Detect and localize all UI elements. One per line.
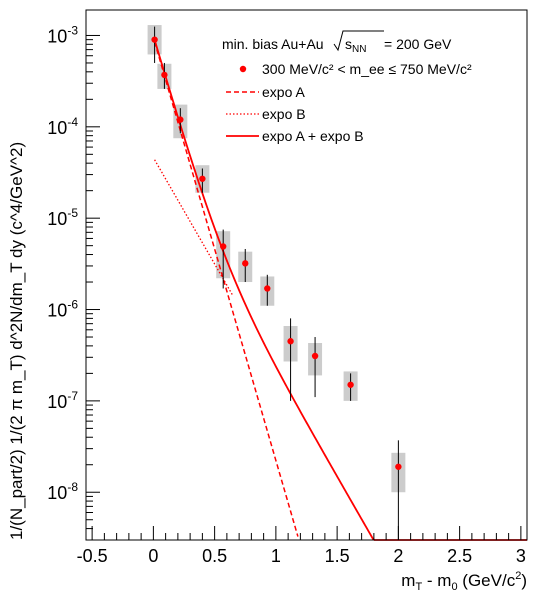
data-point — [311, 352, 319, 360]
y-axis-label: 1/(N_part/2) 1/(2 π m_T) d^2N/dm_T dy (c… — [7, 142, 26, 540]
x-axis-label: mT - m0 (GeV/c2) — [401, 570, 527, 593]
data-point — [264, 285, 271, 292]
x-tick-label: 2.5 — [447, 546, 472, 566]
data-point — [177, 116, 184, 123]
y-tick-label: 10-6 — [47, 298, 78, 321]
x-tick-label: 1.5 — [325, 546, 350, 566]
y-tick-labels: 10-3 10-4 10-5 10-6 10-7 10-8 — [47, 23, 78, 503]
legend-expo-b-label: expo B — [262, 106, 306, 122]
x-tick-label: 1 — [271, 546, 281, 566]
data-point — [220, 243, 227, 250]
y-tick-label: 10-7 — [47, 389, 78, 412]
x-tick-label: 0.5 — [202, 546, 227, 566]
y-tick-label: 10-5 — [47, 206, 78, 229]
x-tick-label: -0.5 — [77, 546, 108, 566]
x-tick-label: 0 — [148, 546, 158, 566]
legend-data-marker — [239, 65, 247, 73]
expo-a-curve — [153, 41, 299, 537]
y-tick-label: 10-8 — [47, 480, 78, 503]
data-point — [199, 175, 206, 182]
data-point — [242, 260, 249, 267]
legend-data-label: 300 MeV/c² < m_ee ≤ 750 MeV/c² — [262, 61, 472, 77]
legend-header-sqrt: sNN — [345, 36, 366, 55]
x-tick-label: 2 — [393, 546, 403, 566]
data-point — [151, 36, 158, 43]
data-point — [395, 463, 402, 470]
plot-frame — [85, 9, 528, 541]
data-point — [161, 71, 168, 79]
data-points — [151, 36, 402, 470]
sqrt-sign — [333, 30, 384, 52]
legend: min. bias Au+Au sNN = 200 GeV 300 MeV/c²… — [222, 30, 472, 144]
x-tick-label: 3 — [516, 546, 526, 566]
legend-sum-label: expo A + expo B — [262, 128, 364, 144]
data-point — [287, 338, 294, 345]
x-tick-labels: -0.5 0 0.5 1 1.5 2 2.5 3 — [77, 546, 526, 566]
x-axis-ticks — [91, 526, 522, 540]
legend-expo-a-label: expo A — [262, 84, 305, 100]
y-axis-ticks — [86, 34, 100, 541]
y-tick-label: 10-4 — [47, 115, 78, 138]
legend-header-value: = 200 GeV — [384, 36, 452, 52]
legend-header: min. bias Au+Au — [222, 36, 324, 52]
y-tick-label: 10-3 — [47, 23, 78, 46]
data-point — [347, 381, 354, 388]
expo-b-curve — [154, 159, 234, 297]
